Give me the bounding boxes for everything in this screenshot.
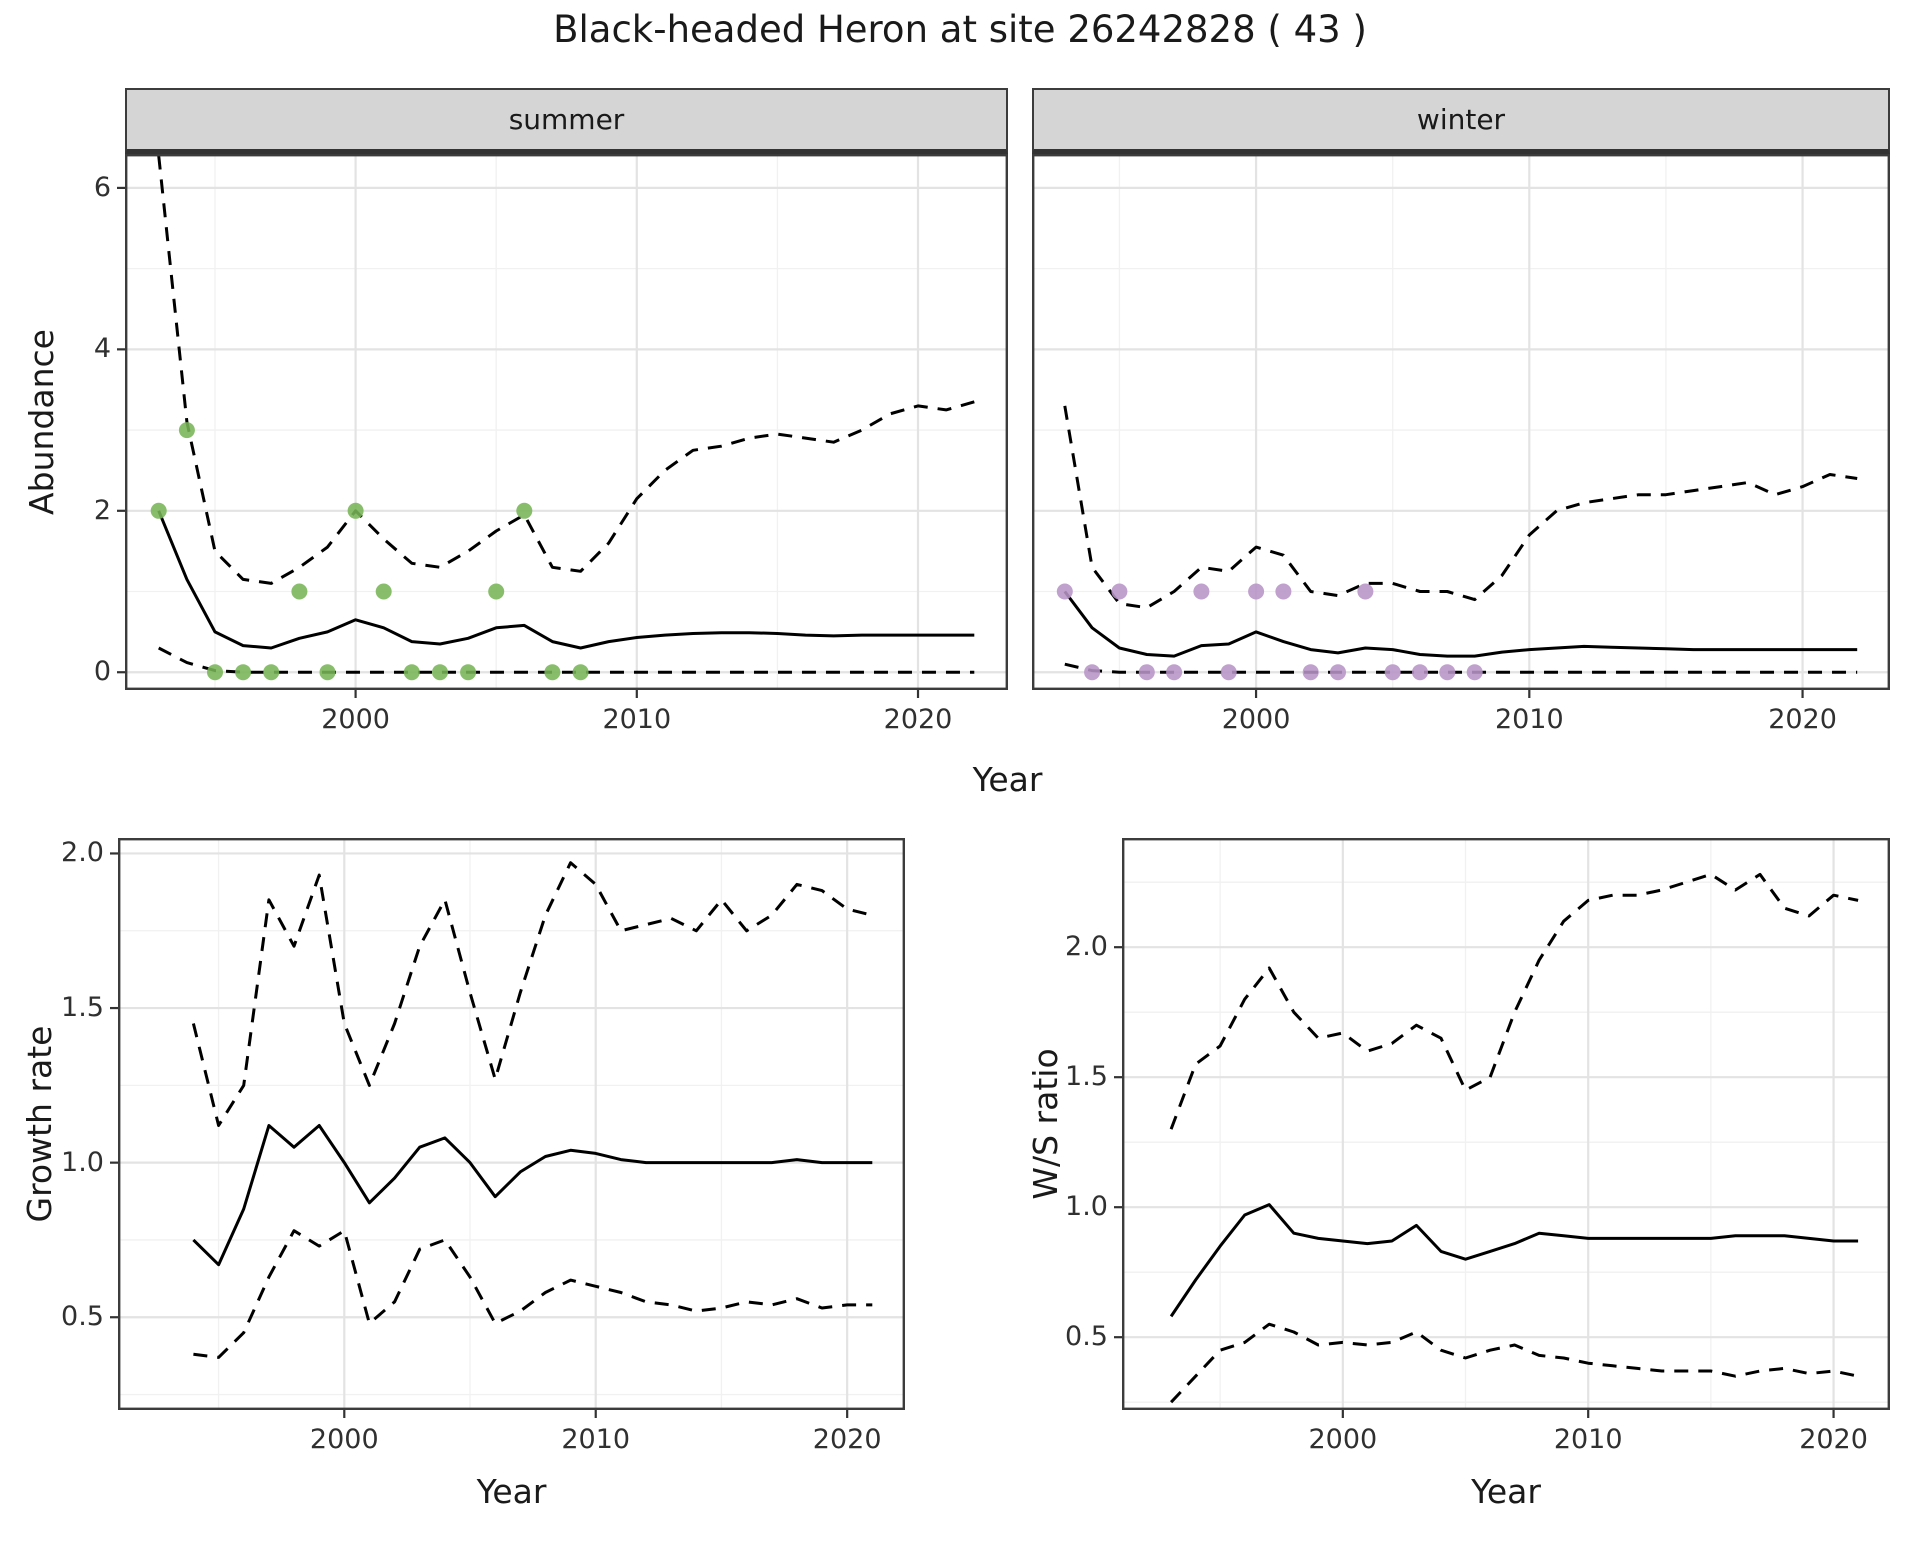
facet-strip-winter-label: winter [1416,103,1506,136]
summer-observed-point [263,664,280,681]
summer-observed-point [291,583,308,600]
y-tick-label: 0.5 [1065,1321,1108,1353]
winter-observed-point [1056,583,1073,600]
summer-median-fit-line [157,510,975,650]
growth-median-fit-line [192,1124,873,1267]
winter-observed-point [1084,664,1101,681]
x-tick-label: 2020 [812,1424,882,1455]
x-tick-label: 2010 [602,704,672,735]
y-tick-label: 2 [93,494,111,526]
winter-observed-point [1330,664,1346,681]
panel-background [1032,154,1890,690]
x-tick-label: 2020 [883,704,953,735]
x-tick-label: 2010 [561,1424,631,1455]
summer-observed-point [572,664,589,681]
growth-upper-95ci-line [191,861,873,1127]
ws-upper-95ci-line [1169,872,1859,1130]
chart-title: Black-headed Heron at site 26242828 ( 43… [553,8,1367,51]
summer-observed-point [178,422,195,439]
summer-observed-point [319,664,336,681]
summer-observed-point [544,664,561,681]
x-tick-label: 2000 [309,1424,379,1455]
facet-strip-summer-label: summer [508,103,625,136]
facet-strip-summer: summer [125,88,1008,154]
x-tick-label: 2000 [1221,704,1291,735]
growth-rate-panel [110,838,905,1418]
panel-background [125,154,1008,690]
winter-observed-point [1166,664,1183,681]
x-tick-label: 2000 [321,704,390,735]
panel-border [1122,838,1890,1410]
summer-observed-point [403,664,420,681]
winter-observed-point [1439,664,1456,681]
ws-ratio-panel [1114,838,1890,1418]
y-tick-label: 1.5 [1065,1061,1108,1093]
summer-observed-point [432,664,448,681]
winter-observed-point [1138,664,1155,681]
winter-observed-point [1220,664,1237,681]
ws-year-axis-label: Year [1471,1472,1541,1511]
panel-background [118,838,905,1410]
winter-observed-point [1384,664,1401,681]
y-tick-label: 0 [93,656,111,688]
summer-lower-95ci-line [158,646,975,674]
panel-background [1122,838,1890,1410]
top-year-axis-label: Year [972,760,1043,799]
panel-border [118,838,905,1410]
growth-year-axis-label: Year [476,1472,547,1511]
panel-border [125,154,1008,690]
winter-observed-point [1357,583,1374,600]
x-tick-label: 2020 [1768,704,1837,735]
winter-upper-95ci-line [1063,405,1858,610]
abundance-axis-label: Abundance [22,329,61,515]
y-tick-label: 6 [93,171,111,203]
summer-observed-point [150,502,167,519]
ws-lower-95ci-line [1170,1322,1859,1404]
winter-observed-point [1248,583,1265,600]
x-tick-label: 2010 [1553,1424,1623,1455]
winter-observed-point [1412,664,1428,681]
x-tick-label: 2010 [1494,704,1564,735]
summer-observed-point [516,502,533,519]
facet-strip-winter: winter [1032,88,1890,154]
summer-observed-point [207,664,223,681]
winter-observed-point [1466,664,1483,681]
summer-observed-point [460,664,477,681]
y-tick-label: 2.0 [1065,931,1108,963]
winter-observed-point [1193,583,1210,600]
y-tick-label: 0.5 [61,1301,104,1333]
winter-median-fit-line [1063,590,1858,658]
winter-observed-point [1275,583,1292,600]
x-tick-label: 2020 [1799,1424,1868,1455]
growth-rate-axis-label: Growth rate [20,1025,59,1223]
y-tick-label: 1.0 [1065,1191,1108,1223]
panel-border [1032,154,1890,690]
winter-observed-point [1111,583,1128,600]
summer-observed-point [347,502,364,519]
summer-upper-95ci-line [157,155,975,585]
y-tick-label: 1.5 [61,992,104,1024]
winter-observed-point [1302,664,1319,681]
abundance-winter-panel [1032,154,1890,698]
summer-observed-point [488,583,505,600]
ws-ratio-axis-label: W/S ratio [1026,1048,1065,1200]
growth-lower-95ci-line [193,1229,873,1359]
y-tick-label: 1.0 [61,1146,104,1178]
y-tick-label: 2.0 [61,837,104,869]
y-tick-label: 4 [93,333,111,365]
winter-lower-95ci-line [1064,662,1858,674]
x-tick-label: 2000 [1308,1424,1378,1455]
summer-observed-point [375,583,392,600]
ws-median-fit-line [1169,1203,1859,1318]
summer-observed-point [235,664,252,681]
abundance-summer-panel [117,154,1008,698]
